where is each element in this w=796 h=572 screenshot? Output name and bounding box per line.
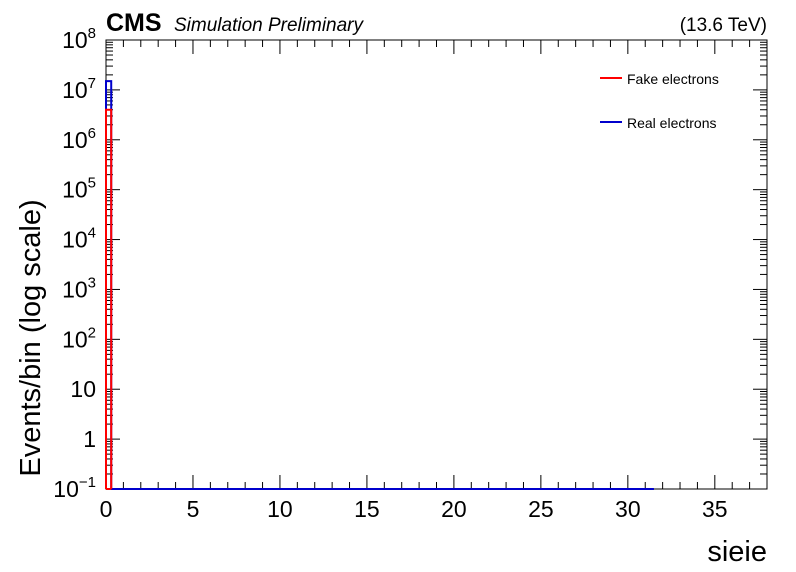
- x-tick-label: 15: [354, 496, 380, 522]
- y-tick-label: 106: [62, 125, 96, 153]
- x-tick-label: 5: [187, 496, 200, 522]
- y-tick-label: 102: [62, 324, 96, 352]
- cms-label: CMS: [106, 9, 162, 37]
- series-real-electrons-histogram: [105, 80, 654, 490]
- energy-label: (13.6 TeV): [680, 15, 767, 36]
- x-tick-label: 10: [267, 496, 293, 522]
- y-tick-label: 104: [62, 225, 96, 253]
- y-tick-label: 108: [62, 25, 96, 53]
- x-tick-label: 25: [528, 496, 554, 522]
- series-fake-electrons-histogram: [105, 108, 113, 490]
- x-tick-label: 0: [100, 496, 113, 522]
- y-tick-label: 10: [70, 376, 96, 402]
- legend-label-fake-electrons: Fake electrons: [627, 71, 719, 87]
- y-tick-label: 103: [62, 274, 96, 302]
- x-tick-label: 20: [441, 496, 467, 522]
- legend-label-real-electrons: Real electrons: [627, 115, 717, 131]
- y-tick-label: 107: [62, 75, 96, 103]
- cms-extra-label: Simulation Preliminary: [174, 15, 365, 36]
- y-tick-label: 1: [83, 426, 96, 452]
- x-tick-label: 35: [702, 496, 728, 522]
- x-tick-label: 30: [615, 496, 641, 522]
- plot-frame: [105, 39, 768, 490]
- y-tick-label: 105: [62, 175, 96, 203]
- y-tick-label: 10−1: [53, 474, 96, 502]
- x-axis-title: sieie: [707, 536, 767, 568]
- y-axis-title: Events/bin (log scale): [15, 199, 47, 476]
- legend: Fake electrons Real electrons: [600, 71, 719, 131]
